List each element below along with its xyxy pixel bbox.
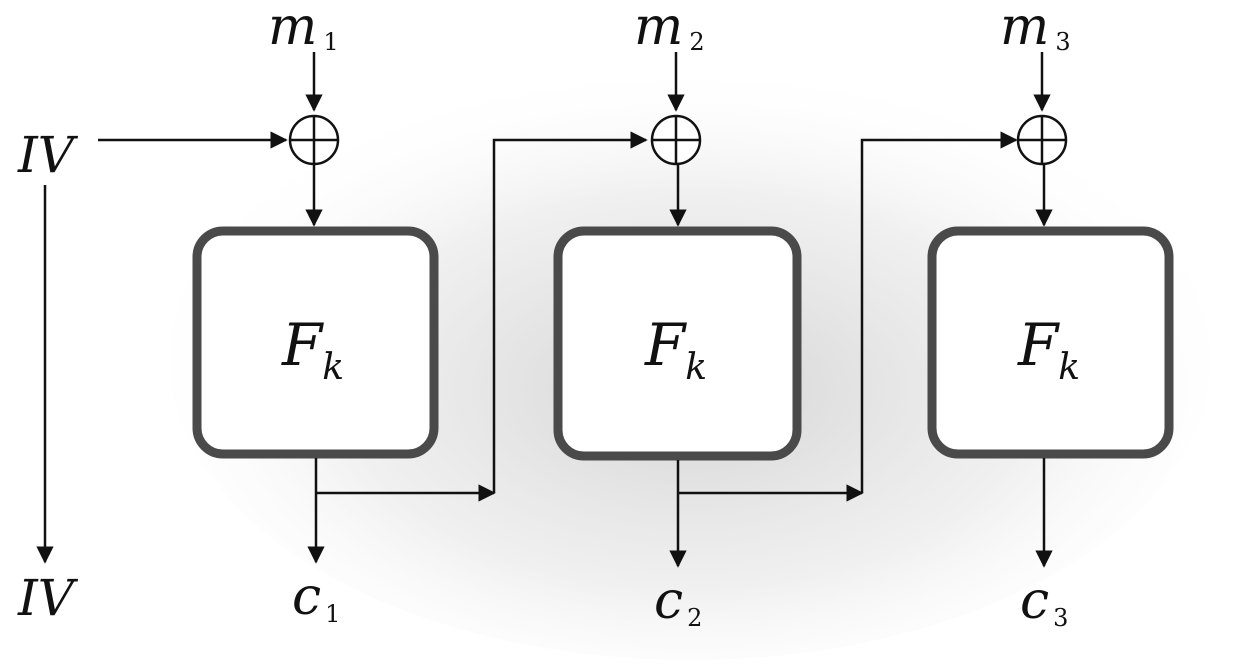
- chain-2-to-3-upper: [860, 131, 1018, 493]
- block-cipher-3-label: Fk: [1017, 311, 1080, 388]
- xor-1-icon: [288, 114, 340, 166]
- block-cipher-3: [927, 226, 1174, 459]
- block-cipher-1-label: Fk: [281, 311, 344, 388]
- block-cipher-2: [553, 226, 802, 461]
- block-cipher-2-label: Fk: [644, 311, 707, 388]
- iv-label-bottom: IV: [17, 569, 79, 627]
- block-cipher-1: [192, 226, 439, 459]
- xor-3-icon: [1016, 114, 1068, 166]
- xor-2-icon: [650, 114, 702, 166]
- iv-label-top: IV: [17, 126, 79, 184]
- chain-1-to-2-upper: [492, 131, 648, 493]
